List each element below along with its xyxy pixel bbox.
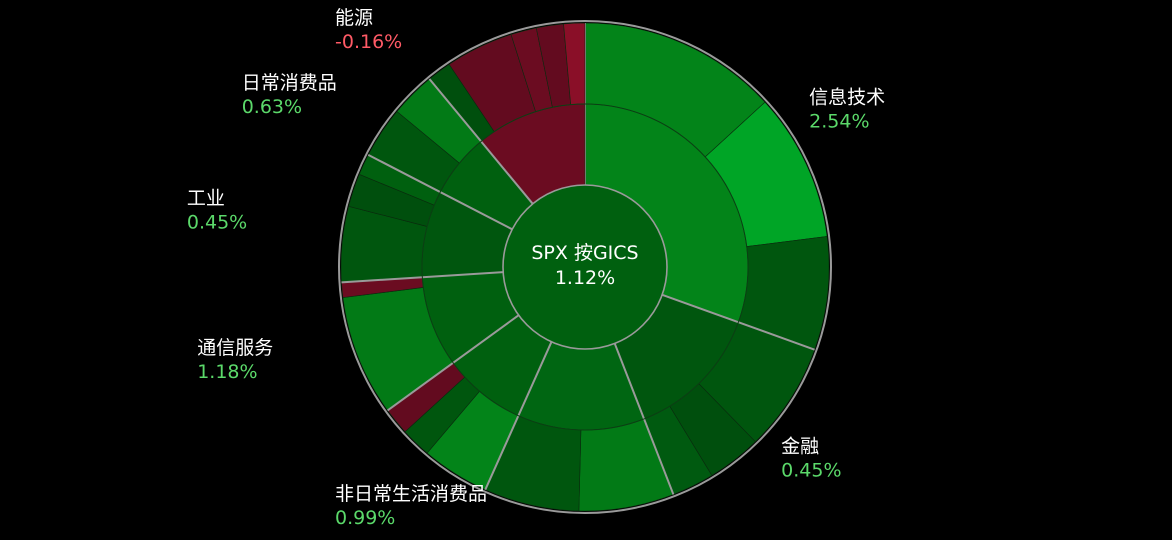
sector-name-label: 信息技术: [809, 86, 885, 108]
sector-change-label: 2.54%: [809, 110, 869, 132]
sunburst-rings: [338, 20, 832, 514]
sector-name-label: 能源: [335, 7, 373, 29]
center-circle[interactable]: [502, 184, 668, 350]
sector-change-label: 1.18%: [197, 361, 257, 383]
sector-change-label: 0.63%: [242, 96, 302, 118]
sector-name-label: 工业: [187, 188, 225, 210]
total-change-value: 1.12%: [555, 267, 615, 289]
inner-ring-outline: [421, 103, 749, 431]
sector-name-label: 非日常生活消费品: [335, 483, 487, 505]
chart-title: SPX 按GICS: [531, 242, 638, 264]
sector-change-label: 0.99%: [335, 507, 395, 529]
sector-labels: 信息技术2.54%金融0.45%非日常生活消费品0.99%通信服务1.18%工业…: [187, 7, 885, 529]
outer-ring-outline: [338, 20, 832, 514]
sector-name-label: 日常消费品: [242, 72, 337, 94]
sector-name-label: 通信服务: [197, 337, 273, 359]
sector-name-label: 金融: [781, 435, 819, 457]
sector-change-label: 0.45%: [187, 212, 247, 234]
sector-change-label: -0.16%: [335, 31, 402, 53]
sector-change-label: 0.45%: [781, 459, 841, 481]
